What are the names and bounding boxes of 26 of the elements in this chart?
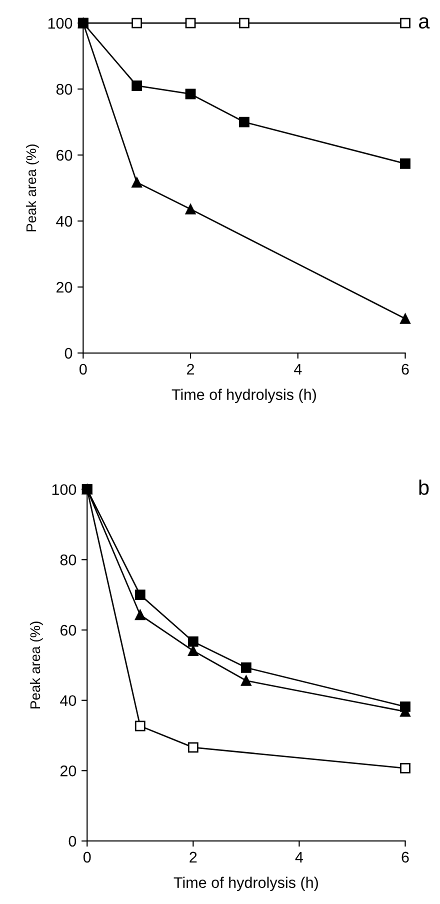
y-tick-label: 0 [68,836,76,847]
y-tick-label: 20 [56,282,72,293]
y-tick-label: 40 [60,695,76,706]
y-tick-label: 100 [52,484,76,496]
y-tick-label: 80 [60,554,76,566]
y-axis-title: Peak area (%) [26,144,39,232]
x-axis-title: Time of hydrolysis (h) [172,388,316,404]
x-tick-label: 4 [295,852,303,862]
text: b [419,480,429,495]
text: a [419,17,430,29]
y-tick-label: 0 [64,348,72,359]
y-axis-title: Peak area (%) [30,622,43,708]
x-axis-title: Time of hydrolysis (h) [174,876,318,892]
x-tick-label: 4 [294,364,302,374]
x-tick-label: 2 [187,364,194,374]
x-tick-label: 0 [80,364,87,375]
y-tick-label: 100 [48,18,72,29]
y-tick-label: 20 [60,766,76,776]
y-tick-label: 60 [60,624,76,636]
x-tick-label: 6 [402,852,409,863]
y-tick-label: 80 [56,84,72,95]
y-tick-label: 60 [56,150,72,161]
x-tick-label: 2 [190,852,197,862]
x-tick-label: 6 [402,364,409,375]
y-tick-label: 40 [56,216,72,227]
x-tick-label: 0 [83,852,91,863]
